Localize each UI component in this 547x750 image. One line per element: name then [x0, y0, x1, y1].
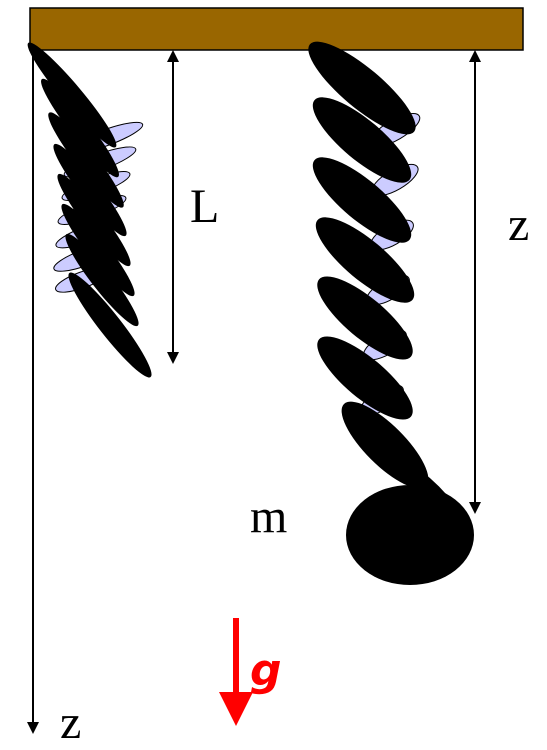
length-label: L [190, 180, 219, 233]
spring-stretched [308, 41, 474, 585]
spring-unstretched [27, 42, 152, 378]
mass [346, 485, 474, 585]
extension-label: z [508, 198, 529, 251]
ceiling [29, 7, 524, 51]
axis-label: z [60, 696, 81, 749]
mass-label: m [250, 490, 287, 543]
gravity-label: g [250, 645, 282, 696]
